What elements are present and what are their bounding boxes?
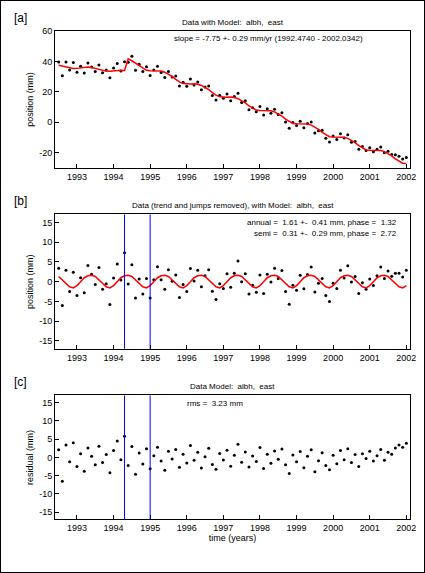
svg-text:annual = 1.61 +- 0.41 mm, ph: annual = 1.61 +- 0.41 mm, phase = 1.32	[247, 218, 397, 227]
svg-text:1998: 1998	[250, 172, 270, 182]
svg-text:2002: 2002	[396, 523, 416, 533]
svg-text:-20: -20	[39, 148, 52, 158]
svg-text:[a]: [a]	[14, 11, 27, 25]
svg-text:1997: 1997	[213, 523, 233, 533]
svg-text:1998: 1998	[250, 353, 270, 363]
svg-text:1996: 1996	[177, 523, 197, 533]
svg-text:1994: 1994	[104, 172, 124, 182]
svg-text:15: 15	[42, 218, 52, 228]
svg-text:-15: -15	[39, 336, 52, 346]
svg-text:1999: 1999	[287, 353, 307, 363]
svg-text:15: 15	[42, 398, 52, 408]
svg-text:5: 5	[47, 434, 52, 444]
svg-text:Data (trend and jumps removed): Data (trend and jumps removed), with Mod…	[132, 201, 334, 210]
svg-text:2001: 2001	[360, 523, 380, 533]
svg-text:1996: 1996	[177, 353, 197, 363]
svg-text:40: 40	[42, 57, 52, 67]
svg-text:1998: 1998	[250, 523, 270, 533]
svg-text:1995: 1995	[140, 353, 160, 363]
svg-text:-15: -15	[39, 507, 52, 517]
svg-text:1997: 1997	[213, 172, 233, 182]
svg-text:2000: 2000	[323, 353, 343, 363]
svg-text:2001: 2001	[360, 172, 380, 182]
svg-text:1993: 1993	[67, 353, 87, 363]
svg-text:Data with Model: albh, east: Data with Model: albh, east	[182, 18, 284, 27]
svg-text:1993: 1993	[67, 172, 87, 182]
svg-text:slope = -7.75 +- 0.29 mm/yr (1: slope = -7.75 +- 0.29 mm/yr (1992.4740 -…	[174, 34, 363, 43]
svg-text:1994: 1994	[104, 353, 124, 363]
svg-text:1995: 1995	[140, 172, 160, 182]
svg-text:-10: -10	[39, 489, 52, 499]
svg-text:1993: 1993	[67, 523, 87, 533]
svg-text:2000: 2000	[323, 172, 343, 182]
svg-text:position (mm): position (mm)	[25, 72, 35, 127]
svg-text:semi = 0.31 +- 0.29 mm, phas: semi = 0.31 +- 0.29 mm, phase = 2.72	[254, 229, 397, 238]
svg-text:1994: 1994	[104, 523, 124, 533]
svg-text:-5: -5	[44, 297, 52, 307]
svg-text:10: 10	[42, 237, 52, 247]
svg-text:1999: 1999	[287, 523, 307, 533]
svg-text:-10: -10	[39, 316, 52, 326]
svg-text:-5: -5	[44, 471, 52, 481]
svg-text:2001: 2001	[360, 353, 380, 363]
svg-text:60: 60	[42, 26, 52, 36]
svg-text:0: 0	[47, 277, 52, 287]
svg-text:position (mm): position (mm)	[25, 254, 35, 309]
svg-text:0: 0	[47, 117, 52, 127]
svg-text:20: 20	[42, 87, 52, 97]
svg-text:10: 10	[42, 416, 52, 426]
svg-text:rms = 3.23 mm: rms = 3.23 mm	[187, 399, 243, 408]
svg-text:2002: 2002	[396, 353, 416, 363]
svg-text:2002: 2002	[396, 172, 416, 182]
svg-text:1999: 1999	[287, 172, 307, 182]
svg-text:[c]: [c]	[14, 375, 27, 389]
svg-text:residual (mm): residual (mm)	[25, 430, 35, 485]
svg-text:1995: 1995	[140, 523, 160, 533]
svg-text:1997: 1997	[213, 353, 233, 363]
svg-text:2000: 2000	[323, 523, 343, 533]
svg-text:1996: 1996	[177, 172, 197, 182]
svg-text:0: 0	[47, 453, 52, 463]
svg-text:time (years): time (years)	[209, 533, 257, 543]
svg-text:Data Model: albh, east: Data Model: albh, east	[190, 382, 275, 391]
svg-text:5: 5	[47, 257, 52, 267]
svg-text:[b]: [b]	[14, 194, 27, 208]
